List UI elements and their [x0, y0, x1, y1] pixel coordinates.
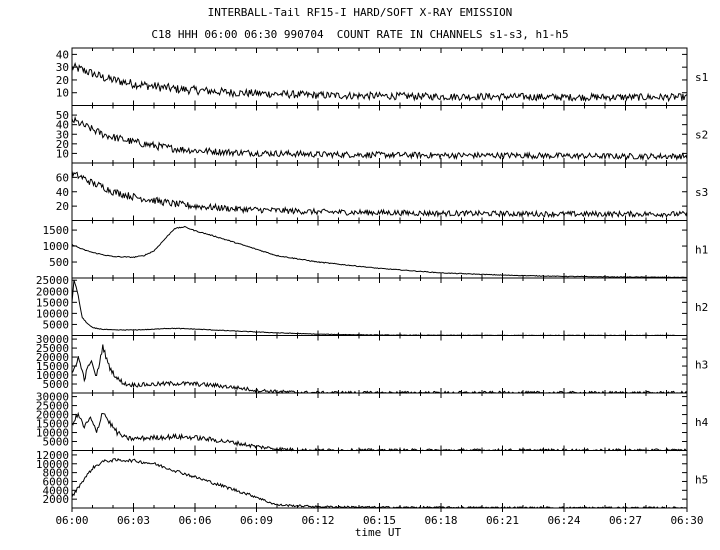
x-tick-label: 06:06 — [178, 514, 211, 527]
panel-frame — [71, 105, 688, 164]
x-tick-label: 06:30 — [670, 514, 703, 527]
y-tick-label: 2000 — [43, 493, 70, 506]
channel-label-s2: s2 — [695, 128, 708, 141]
y-tick-label: 15000 — [36, 418, 69, 431]
series-line-h4 — [71, 411, 688, 452]
channel-label-h2: h2 — [695, 301, 708, 314]
x-tick-label: 06:27 — [609, 514, 642, 527]
channel-label-s3: s3 — [695, 186, 708, 199]
y-tick-label: 10 — [56, 147, 69, 160]
series-line-s3 — [71, 170, 688, 219]
y-tick-label: 20000 — [36, 285, 69, 298]
y-tick-label: 60 — [56, 171, 69, 184]
series-line-s1 — [71, 61, 688, 103]
y-tick-label: 5000 — [43, 436, 70, 449]
series-line-h3 — [71, 344, 688, 394]
channel-label-h4: h4 — [695, 416, 709, 429]
y-tick-label: 10000 — [36, 307, 69, 320]
y-tick-label: 25000 — [36, 400, 69, 413]
x-tick-label: 06:00 — [55, 514, 88, 527]
y-tick-label: 10 — [56, 87, 69, 100]
y-tick-label: 30000 — [36, 333, 69, 346]
y-tick-label: 15000 — [36, 296, 69, 309]
series-line-h2 — [71, 280, 688, 337]
chart-title: INTERBALL-Tail RF15-I HARD/SOFT X-RAY EM… — [207, 6, 513, 19]
x-tick-label: 06:09 — [240, 514, 273, 527]
series-line-s2 — [71, 115, 688, 161]
x-tick-label: 06:15 — [363, 514, 396, 527]
y-tick-label: 1000 — [43, 240, 70, 253]
x-tick-label: 06:12 — [301, 514, 334, 527]
y-tick-label: 20000 — [36, 409, 69, 422]
channel-label-h5: h5 — [695, 473, 708, 486]
y-tick-label: 4000 — [43, 484, 70, 497]
series-line-h5 — [71, 458, 687, 509]
y-tick-label: 15000 — [36, 360, 69, 373]
y-tick-label: 10000 — [36, 369, 69, 382]
y-tick-label: 10000 — [36, 458, 69, 471]
x-axis-label: time UT — [355, 526, 402, 539]
y-tick-label: 5000 — [43, 378, 70, 391]
panel-frame — [71, 450, 688, 509]
y-tick-label: 5000 — [43, 318, 70, 331]
y-tick-label: 25000 — [36, 342, 69, 355]
y-tick-label: 20 — [56, 138, 69, 151]
y-tick-label: 30 — [56, 61, 69, 74]
y-tick-label: 25000 — [36, 274, 69, 287]
x-tick-label: 06:21 — [486, 514, 519, 527]
x-tick-label: 06:18 — [424, 514, 457, 527]
panel-h1: 500 1000 1500 h1 — [43, 220, 708, 279]
channel-label-h3: h3 — [695, 358, 708, 371]
y-tick-label: 20 — [56, 200, 69, 213]
panel-frame — [71, 220, 688, 279]
y-tick-label: 30000 — [36, 391, 69, 404]
y-tick-label: 40 — [56, 119, 69, 132]
y-tick-label: 20000 — [36, 351, 69, 364]
x-tick-label: 06:24 — [547, 514, 580, 527]
y-tick-label: 500 — [49, 256, 69, 269]
y-tick-label: 6000 — [43, 475, 70, 488]
y-tick-label: 8000 — [43, 467, 70, 480]
y-tick-label: 20 — [56, 74, 69, 87]
panel-frame — [71, 162, 688, 221]
panels-group: 10203040s11020304050s2204060s35001000150… — [36, 47, 709, 509]
channel-label-s1: s1 — [695, 71, 708, 84]
y-tick-label: 40 — [56, 48, 69, 61]
chart-subtitle: C18 HHH 06:00 06:30 990704 COUNT RATE IN… — [151, 28, 569, 41]
x-tick-label: 06:03 — [117, 514, 150, 527]
series-line-h1 — [71, 225, 688, 279]
y-tick-label: 1500 — [43, 224, 70, 237]
x-axis: 06:00 06:03 06:06 06:09 06:12 06:15 06:18 06:21… — [55, 508, 704, 527]
y-tick-label: 40 — [56, 186, 69, 199]
panel-frame — [71, 277, 688, 336]
channel-label-h1: h1 — [695, 243, 708, 256]
y-tick-label: 10000 — [36, 427, 69, 440]
y-tick-label: 50 — [56, 109, 69, 122]
panel-frame — [71, 392, 688, 451]
y-tick-label: 30 — [56, 128, 69, 141]
y-tick-label: 12000 — [36, 449, 69, 462]
